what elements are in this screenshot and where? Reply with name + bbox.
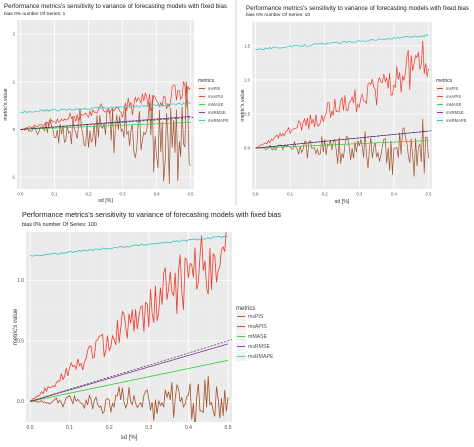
legend-label-msRMSE: msRMSE <box>208 110 226 115</box>
series-line-mMASE <box>29 359 229 402</box>
y-tick-label: 0.5 <box>17 339 24 345</box>
chart-subtitle: bias 0% number Of Series: 10 <box>246 12 310 18</box>
legend-label-mMASE: mMASE <box>446 102 462 107</box>
chart-panel-3: Performance metrics's sensitivity to var… <box>13 210 281 441</box>
series-line-msRMAPE <box>29 235 229 257</box>
x-tick-label: 0.5 <box>426 191 433 196</box>
y-tick-label: 0.0 <box>244 146 251 151</box>
series-group <box>29 232 232 422</box>
series-line-msRMAPE <box>255 34 429 51</box>
x-tick-label: 0.4 <box>391 191 398 196</box>
x-tick-label: 0.0 <box>17 191 24 196</box>
chart-title: Performance metrics's sensitivity to var… <box>4 3 227 10</box>
x-axis-title: sd [%] <box>121 435 138 441</box>
y-tick-label: 1.0 <box>17 278 24 284</box>
y-tick-label: 0.0 <box>17 399 24 405</box>
reference-line <box>20 117 194 130</box>
y-tick-label: 1.0 <box>244 77 251 82</box>
reference-line <box>255 130 432 149</box>
y-axis-title: metric's value <box>240 89 246 121</box>
chart-panel-1: Performance metrics's sensitivity to var… <box>3 3 229 204</box>
y-tick-label: 0 <box>13 127 16 132</box>
x-tick-label: 0.3 <box>356 191 363 196</box>
legend-label-msRMSE: msRMSE <box>446 110 464 115</box>
legend-title: metrics <box>436 78 453 84</box>
legend-label-msAPIS: msAPIS <box>446 94 461 99</box>
series-group <box>20 81 194 184</box>
legend-label-msRMAPE: msRMAPE <box>208 118 229 123</box>
x-tick-label: 0.5 <box>225 425 232 431</box>
x-tick-label: 0.1 <box>287 191 294 196</box>
x-tick-label: 0.3 <box>145 425 152 431</box>
x-axis-title: sd [%] <box>98 198 113 204</box>
x-tick-label: 0.2 <box>322 191 329 196</box>
series-line-msRMAPE <box>20 102 191 114</box>
series-line-msRMSE <box>29 343 229 402</box>
chart-subtitle: bias 0% number Of Series: 1 <box>4 11 66 17</box>
x-axis-title: sd [%] <box>335 199 350 205</box>
series-line-msAPIS <box>20 81 191 130</box>
x-tick-label: 0.3 <box>120 191 127 196</box>
y-tick-label: 2 <box>13 32 16 37</box>
x-tick-label: 0.0 <box>252 191 259 196</box>
series-group <box>255 34 432 177</box>
chart-title: Performance metrics's sensitivity to var… <box>22 210 281 219</box>
x-tick-label: 0.1 <box>66 425 73 431</box>
y-axis-title: metric's value <box>13 308 19 345</box>
legend-label-msRMSE: msRMSE <box>248 344 270 350</box>
legend-title: metrics <box>236 306 255 312</box>
legend-label-msRMAPE: msRMAPE <box>446 118 467 123</box>
legend-label-msPIS: msPIS <box>248 314 264 320</box>
y-axis-title: metric's value <box>3 88 9 120</box>
legend-label-msPIS: msPIS <box>208 86 221 91</box>
series-line-msPIS <box>20 81 191 184</box>
legend-label-msAPIS: msAPIS <box>248 324 267 330</box>
legend-label-msPIS: msPIS <box>446 86 459 91</box>
legend-title: metrics <box>198 78 215 84</box>
chart-subtitle: bias 0% number Of Series: 100 <box>22 222 97 228</box>
series-line-msPIS <box>29 376 229 422</box>
series-line-mMASE <box>20 122 191 130</box>
x-tick-label: 0.4 <box>154 191 161 196</box>
x-tick-label: 0.0 <box>26 425 33 431</box>
y-tick-label: -1 <box>11 175 15 180</box>
chart-panel-2: Performance metrics's sensitivity to var… <box>240 5 469 205</box>
legend-label-msAPIS: msAPIS <box>208 94 223 99</box>
x-tick-label: 0.1 <box>51 191 58 196</box>
legend-label-msRMAPE: msRMAPE <box>248 354 274 360</box>
x-tick-label: 0.4 <box>185 425 192 431</box>
chart-title: Performance metrics's sensitivity to var… <box>246 5 469 12</box>
x-tick-label: 0.2 <box>85 191 92 196</box>
y-tick-label: 1 <box>13 79 16 84</box>
x-tick-label: 0.2 <box>106 425 113 431</box>
y-tick-label: 0.5 <box>244 111 251 116</box>
reference-line <box>29 339 232 402</box>
series-line-msAPIS <box>29 232 227 402</box>
series-line-mMASE <box>255 140 429 149</box>
legend-label-mMASE: mMASE <box>208 102 224 107</box>
x-tick-label: 0.5 <box>188 191 195 196</box>
y-tick-label: 1.5 <box>244 43 251 48</box>
series-line-msAPIS <box>255 40 429 149</box>
legend-label-mMASE: mMASE <box>248 334 268 340</box>
